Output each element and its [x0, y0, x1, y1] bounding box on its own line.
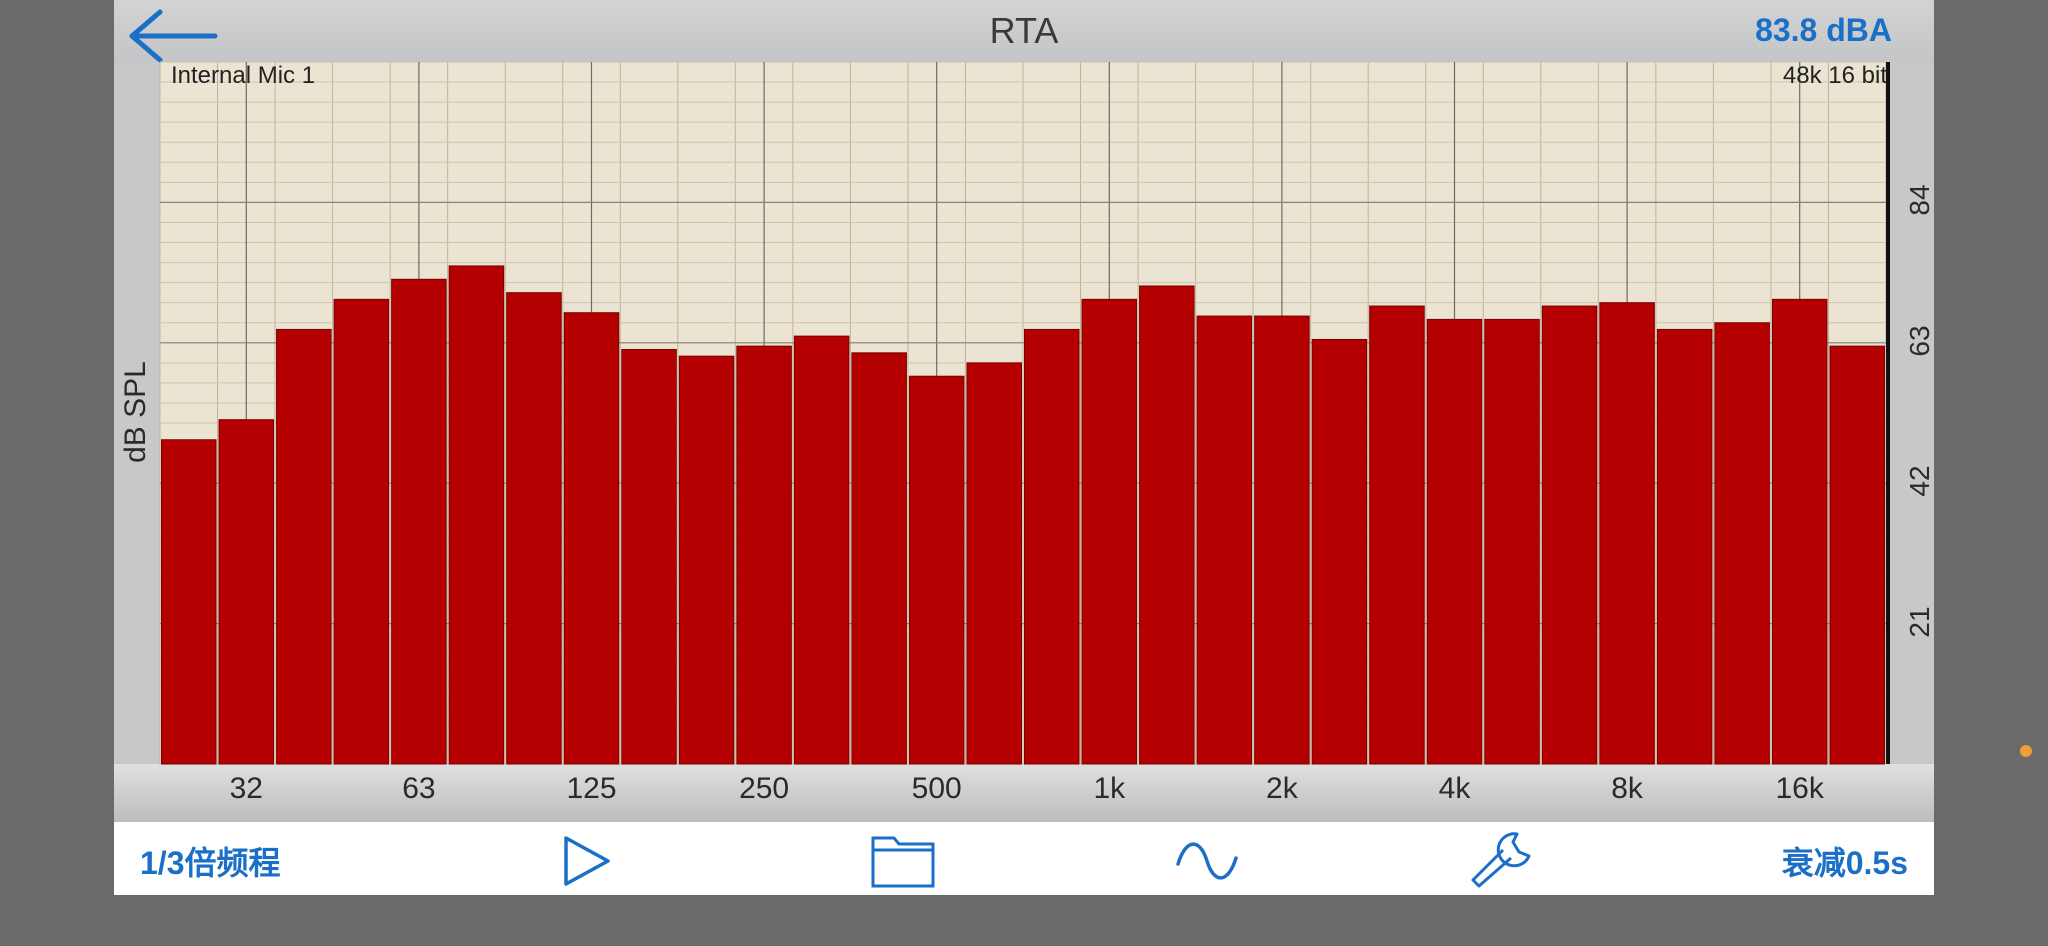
y-tick-label: 63	[1904, 325, 1935, 357]
play-icon[interactable]	[558, 832, 614, 890]
bar-400	[851, 352, 907, 765]
bar-250	[736, 345, 792, 765]
x-tick-label: 2k	[1266, 772, 1298, 805]
bar-500	[908, 375, 965, 765]
wrench-icon[interactable]	[1467, 828, 1539, 892]
y-tick-label: 42	[1904, 465, 1935, 497]
bar-160	[621, 348, 677, 765]
waveform-icon[interactable]	[1174, 836, 1240, 886]
bar-1k	[1081, 298, 1138, 765]
x-tick-label: 250	[739, 772, 790, 805]
x-tick-label: 16k	[1775, 772, 1824, 805]
bar-31.5	[218, 419, 275, 765]
x-axis-band	[114, 764, 1934, 822]
bar-2.5k	[1311, 338, 1368, 765]
bar-4k	[1426, 318, 1483, 765]
back-arrow-icon[interactable]	[120, 6, 220, 66]
x-tick-label: 500	[911, 772, 962, 805]
x-tick-label: 1k	[1093, 772, 1126, 805]
x-tick-label: 4k	[1438, 772, 1471, 805]
level-readout: 83.8 dBA	[1755, 12, 1892, 48]
bar-200	[678, 355, 735, 765]
decay-button[interactable]: 衰减0.5s	[1781, 845, 1908, 881]
x-tick-label: 63	[402, 772, 436, 805]
y-tick-label: 84	[1904, 184, 1935, 216]
bar-8k	[1599, 302, 1655, 765]
bar-63	[391, 278, 447, 765]
bar-315	[793, 335, 850, 765]
bar-800	[1024, 328, 1080, 765]
indicator-dot	[2020, 745, 2032, 757]
bottom-toolbar: 1/3倍频程 衰减0.5s	[114, 822, 1934, 895]
bar-100	[506, 292, 562, 765]
bar-5k	[1484, 318, 1540, 765]
resolution-button[interactable]: 1/3倍频程	[140, 845, 281, 881]
bar-80	[448, 265, 505, 765]
sample-format-label: 48k 16 bit	[1782, 62, 1887, 89]
x-tick-label: 8k	[1611, 772, 1643, 805]
bar-16k	[1771, 298, 1828, 765]
bar-6.3k	[1541, 305, 1598, 765]
bar-40	[276, 328, 332, 765]
bar-25	[161, 439, 217, 765]
bar-12.5k	[1714, 322, 1770, 765]
page-title: RTA	[989, 10, 1059, 51]
bar-1.6k	[1196, 315, 1253, 765]
input-device-label: Internal Mic 1	[171, 62, 316, 89]
folder-icon[interactable]	[870, 830, 936, 890]
rta-app: RTA 83.8 dBA dB SPL Internal Mic 1 48k 1…	[114, 0, 1935, 895]
bar-20k	[1829, 345, 1886, 765]
x-tick-label: 32	[229, 772, 263, 805]
bar-2k	[1254, 315, 1310, 765]
y-tick-label: 21	[1904, 606, 1935, 638]
bar-1.25k	[1139, 285, 1195, 765]
bar-3.15k	[1369, 305, 1425, 765]
bar-630	[966, 362, 1023, 765]
x-tick-label: 125	[566, 772, 617, 805]
bar-125	[563, 312, 620, 765]
bar-10k	[1656, 328, 1713, 765]
header-bar: RTA 83.8 dBA	[114, 0, 1934, 63]
y-axis-label: dB SPL	[119, 361, 152, 463]
rta-chart	[114, 61, 1934, 822]
bar-50	[333, 298, 390, 765]
